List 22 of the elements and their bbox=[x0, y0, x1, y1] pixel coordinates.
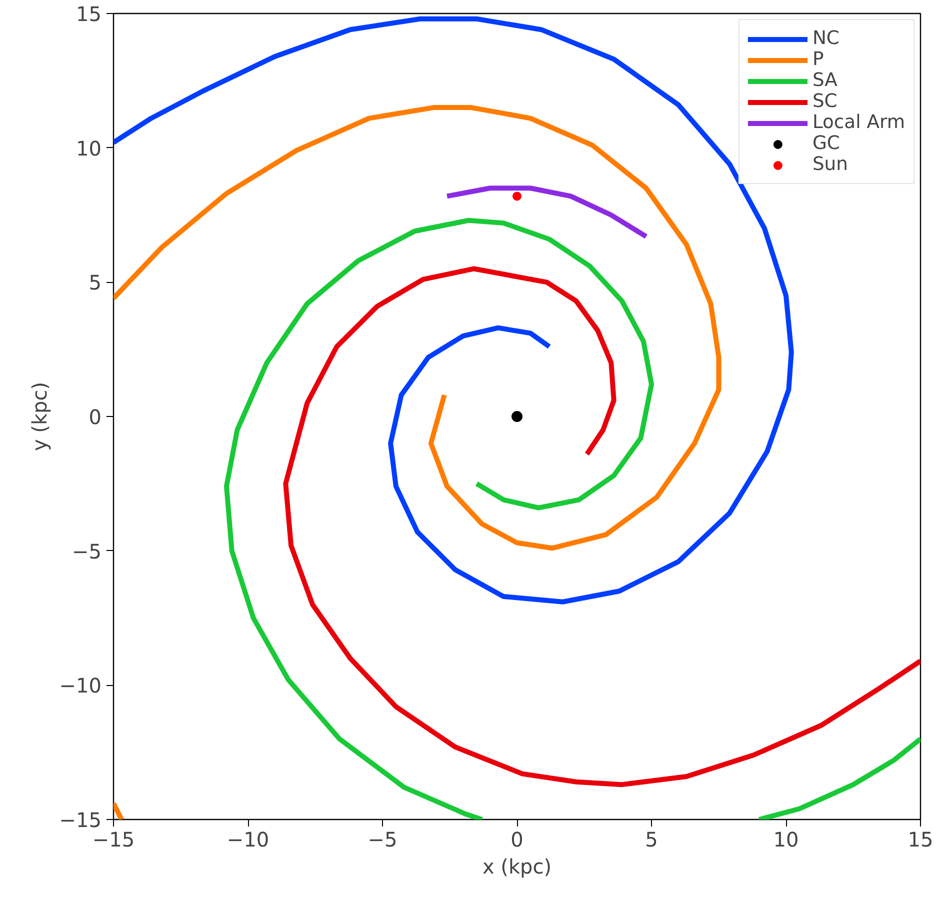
y-tick-label: 15 bbox=[76, 2, 102, 26]
legend-label: SC bbox=[812, 91, 838, 112]
y-tick-label: −5 bbox=[72, 539, 102, 564]
y-tick-label: 0 bbox=[88, 405, 102, 429]
x-tick-label: −10 bbox=[226, 828, 270, 852]
y-tick-label: 10 bbox=[76, 136, 102, 160]
legend-label: Sun bbox=[812, 154, 848, 175]
y-axis-title: y (kpc) bbox=[27, 382, 52, 452]
legend-label: NC bbox=[812, 28, 840, 49]
y-tick-label: −10 bbox=[59, 674, 102, 698]
legend-label: P bbox=[812, 49, 825, 70]
x-tick-label: 15 bbox=[908, 828, 934, 852]
x-tick-label: 0 bbox=[510, 828, 524, 852]
legend-label: SA bbox=[812, 70, 838, 91]
y-tick-label: 5 bbox=[88, 270, 102, 295]
legend-label: GC bbox=[812, 133, 840, 154]
x-tick-label: −5 bbox=[368, 828, 398, 852]
x-tick-label: 5 bbox=[645, 828, 658, 852]
y-tick-label: −15 bbox=[59, 808, 102, 832]
x-axis-title: x (kpc) bbox=[482, 854, 552, 878]
x-tick-label: 10 bbox=[773, 828, 799, 852]
legend-label: Local Arm bbox=[812, 112, 905, 133]
